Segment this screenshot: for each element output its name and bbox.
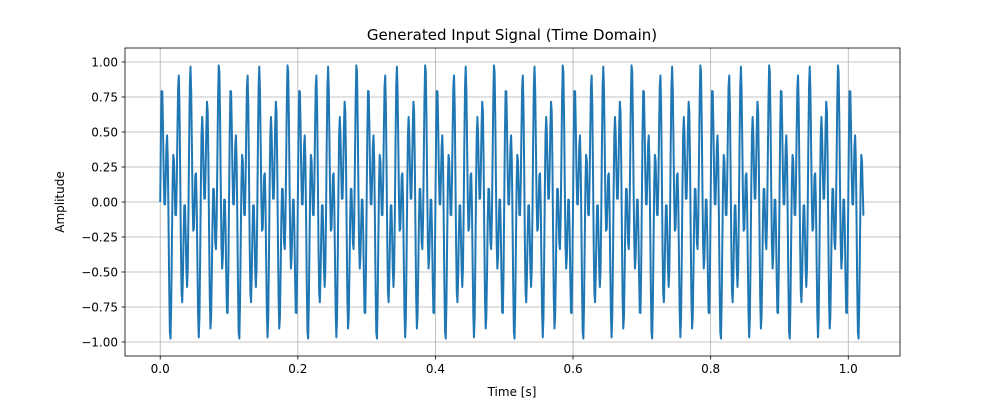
- y-tick-label: −0.50: [81, 265, 118, 279]
- y-axis-label: Amplitude: [53, 171, 67, 233]
- x-tick-label: 0.4: [426, 362, 445, 376]
- y-tick-label: 0.00: [91, 195, 118, 209]
- signal-series-line: [159, 64, 865, 340]
- x-axis-label: Time [s]: [487, 385, 537, 399]
- x-axis-ticks: 0.0 0.2 0.4 0.6 0.8 1.0: [151, 356, 858, 376]
- x-tick-label: 0.6: [564, 362, 583, 376]
- x-tick-label: 0.0: [151, 362, 170, 376]
- y-tick-label: 0.50: [91, 125, 118, 139]
- y-tick-label: −0.25: [81, 230, 118, 244]
- y-tick-label: −1.00: [81, 335, 118, 349]
- plot-area: [159, 64, 865, 340]
- y-tick-label: 1.00: [91, 55, 118, 69]
- y-tick-label: −0.75: [81, 300, 118, 314]
- x-tick-label: 0.8: [701, 362, 720, 376]
- x-tick-label: 0.2: [288, 362, 307, 376]
- y-axis-ticks: −1.00 −0.75 −0.50 −0.25 0.00 0.25 0.50 0.75 1.00: [81, 55, 125, 349]
- chart-title: Generated Input Signal (Time Domain): [367, 26, 657, 44]
- y-tick-label: 0.75: [91, 90, 118, 104]
- x-tick-label: 1.0: [839, 362, 858, 376]
- y-tick-label: 0.25: [91, 160, 118, 174]
